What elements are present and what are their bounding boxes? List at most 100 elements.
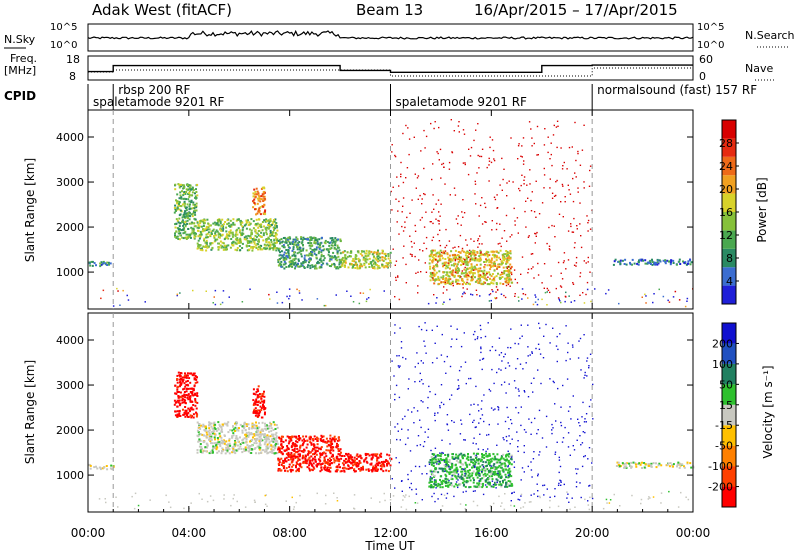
echo-cell	[224, 221, 227, 223]
echo-cell	[273, 239, 276, 242]
echo-cell	[256, 394, 259, 397]
echo-cell	[194, 401, 197, 404]
echo-cell	[214, 239, 217, 242]
echo-cell	[433, 269, 436, 272]
echo-cell	[470, 250, 473, 253]
echo-cell	[180, 377, 182, 380]
echo-cell	[331, 241, 334, 244]
echo-cell	[201, 247, 203, 250]
noise-cell	[497, 472, 499, 475]
echo-cell	[201, 230, 204, 233]
ground-cell	[558, 298, 560, 301]
noise-cell	[506, 406, 508, 409]
noise-cell	[527, 197, 529, 199]
echo-cell	[273, 440, 276, 443]
echo-cell	[195, 205, 198, 208]
echo-cell	[658, 462, 661, 465]
echo-cell	[271, 439, 274, 442]
echo-cell	[659, 260, 662, 263]
echo-cell	[375, 251, 378, 254]
echo-cell	[484, 461, 487, 464]
echo-cell	[446, 281, 449, 284]
noise-cell	[470, 276, 473, 278]
echo-cell	[483, 266, 486, 268]
echo-cell	[477, 273, 480, 276]
echo-cell	[504, 465, 507, 468]
echo-cell	[306, 266, 309, 269]
echo-cell	[678, 462, 681, 465]
echo-cell	[446, 478, 449, 481]
noise-cell	[465, 239, 467, 241]
echo-cell	[276, 426, 279, 429]
echo-cell	[310, 244, 313, 247]
echo-cell	[658, 259, 661, 262]
echo-cell	[509, 456, 512, 458]
echo-cell	[192, 203, 195, 206]
echo-cell	[469, 479, 472, 482]
echo-cell	[475, 458, 478, 461]
echo-cell	[265, 218, 268, 221]
echo-cell	[327, 461, 330, 464]
echo-cell	[95, 264, 97, 267]
echo-cell	[335, 457, 338, 459]
noise-cell	[586, 281, 589, 284]
noise-cell	[422, 250, 424, 252]
echo-cell	[312, 457, 315, 460]
echo-cell	[185, 209, 188, 212]
echo-cell	[98, 466, 101, 469]
echo-cell	[498, 276, 501, 279]
noise-cell	[550, 153, 552, 156]
echo-cell	[200, 220, 203, 223]
echo-cell	[489, 277, 491, 280]
echo-cell	[179, 391, 182, 394]
echo-cell	[259, 433, 262, 436]
noise-cell	[491, 229, 493, 231]
echo-cell	[376, 459, 378, 462]
echo-cell	[201, 447, 203, 450]
echo-cell	[211, 451, 214, 454]
noise-cell	[479, 274, 481, 276]
echo-cell	[273, 245, 276, 248]
echo-cell	[270, 223, 273, 226]
echo-cell	[502, 457, 505, 460]
echo-cell	[453, 485, 456, 488]
echo-cell	[227, 431, 230, 434]
ground-cell	[366, 298, 368, 300]
noise-cell	[496, 481, 498, 483]
echo-cell	[453, 473, 456, 476]
echo-cell	[460, 279, 463, 282]
echo-cell	[185, 191, 188, 193]
echo-cell	[181, 394, 184, 397]
noise-cell	[447, 262, 449, 264]
echo-cell	[496, 473, 499, 476]
echo-cell	[268, 244, 271, 247]
echo-cell	[318, 266, 321, 269]
noise-cell	[553, 195, 556, 197]
echo-cell	[208, 429, 211, 432]
echo-cell	[464, 474, 467, 477]
echo-cell	[202, 228, 204, 231]
echo-cell	[247, 434, 250, 437]
noise-cell	[501, 360, 503, 362]
echo-cell	[493, 256, 496, 259]
echo-cell	[669, 462, 672, 465]
echo-cell	[498, 266, 501, 268]
echo-cell	[184, 225, 187, 228]
echo-cell	[461, 278, 464, 281]
echo-cell	[439, 486, 442, 489]
echo-cell	[364, 257, 367, 260]
noise-cell	[472, 421, 474, 423]
echo-cell	[194, 375, 197, 377]
echo-cell	[687, 260, 690, 263]
echo-cell	[283, 256, 286, 259]
echo-cell	[349, 454, 352, 457]
noise-cell	[533, 277, 535, 279]
echo-cell	[297, 242, 300, 244]
echo-cell	[486, 459, 489, 462]
noise-cell	[440, 401, 443, 404]
echo-cell	[334, 240, 337, 243]
echo-cell	[178, 201, 181, 204]
echo-cell	[266, 445, 269, 448]
echo-cell	[438, 251, 440, 254]
